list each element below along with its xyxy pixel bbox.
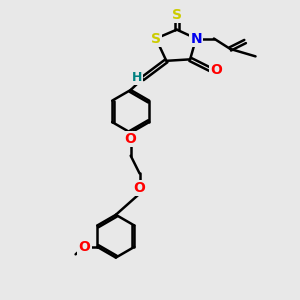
Text: O: O <box>210 63 222 77</box>
Text: H: H <box>132 71 142 84</box>
Text: O: O <box>134 181 146 195</box>
Text: O: O <box>79 240 90 254</box>
Text: N: N <box>190 32 202 46</box>
Text: S: S <box>151 32 161 46</box>
Text: S: S <box>172 8 182 22</box>
Text: O: O <box>125 132 136 146</box>
